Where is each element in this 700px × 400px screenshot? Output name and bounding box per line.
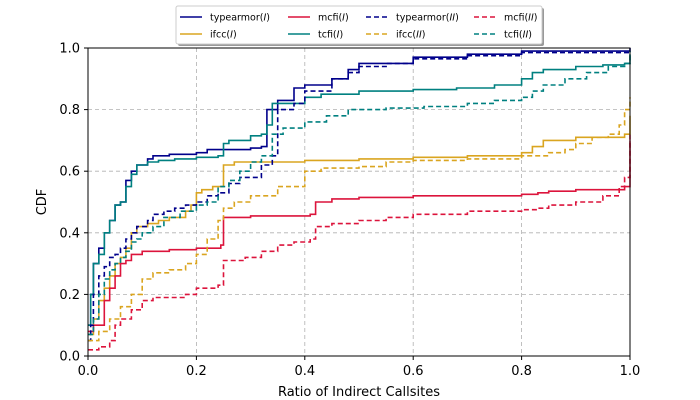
series-line-tcfi-i xyxy=(88,54,631,326)
legend-label: mcfi(II) xyxy=(504,13,538,24)
x-tick-label: 0.8 xyxy=(511,364,532,379)
plot-frame xyxy=(87,47,631,357)
series-line-ifcc-i xyxy=(88,115,631,336)
legend-label: tcfi(I) xyxy=(318,30,343,41)
legend-entry-ifcc-ii: ifcc(II) xyxy=(366,30,425,41)
legend-entry-mcfi-i: mcfi(I) xyxy=(288,13,349,24)
legend-entry-ifcc-i: ifcc(I) xyxy=(180,30,237,41)
x-tick-label: 0.0 xyxy=(78,364,99,379)
x-tick-label: 0.6 xyxy=(403,364,424,379)
legend-box xyxy=(175,5,543,45)
legend-entry-tcfi-ii: tcfi(II) xyxy=(474,30,532,41)
series-line-ifcc-ii xyxy=(88,97,631,342)
x-axis-title: Ratio of Indirect Callsites xyxy=(278,385,440,400)
legend: typearmor(I) ifcc(I) mcfi(I) tcfi(I) typearm… xyxy=(175,5,544,46)
y-axis-title: CDF xyxy=(35,189,50,216)
legend-entry-tcfi-i: tcfi(I) xyxy=(288,30,343,41)
legend-label: tcfi(II) xyxy=(504,30,532,41)
legend-label: ifcc(II) xyxy=(396,30,425,41)
x-tick-label: 1.0 xyxy=(620,364,641,379)
series-line-mcfi-ii xyxy=(88,134,631,351)
legend-entry-mcfi-ii: mcfi(II) xyxy=(474,13,538,24)
y-tick-label: 0.2 xyxy=(59,288,80,303)
x-tick-label: 0.4 xyxy=(294,364,315,379)
y-tick-label: 0.4 xyxy=(59,226,80,241)
legend-entry-typearmor-ii: typearmor(II) xyxy=(366,13,459,24)
legend-label: ifcc(I) xyxy=(210,30,237,41)
y-tick-label: 0.8 xyxy=(59,103,80,118)
series-line-mcfi-i xyxy=(88,140,631,333)
x-tick-label: 0.2 xyxy=(186,364,207,379)
y-tick-label: 0.6 xyxy=(59,165,80,180)
axis-ticks: 0.0 0.2 0.4 0.6 0.8 1.0 0.0 0.2 0.4 0.6 0.8 1.0 xyxy=(59,42,640,380)
y-tick-label: 1.0 xyxy=(59,42,80,57)
legend-label: mcfi(I) xyxy=(318,13,349,24)
series-line-typearmor-i xyxy=(88,48,631,326)
legend-entry-typearmor-i: typearmor(I) xyxy=(180,13,270,24)
legend-label: typearmor(II) xyxy=(396,13,459,24)
legend-label: typearmor(I) xyxy=(210,13,270,24)
series-lines xyxy=(88,48,631,351)
y-tick-label: 0.0 xyxy=(59,350,80,365)
